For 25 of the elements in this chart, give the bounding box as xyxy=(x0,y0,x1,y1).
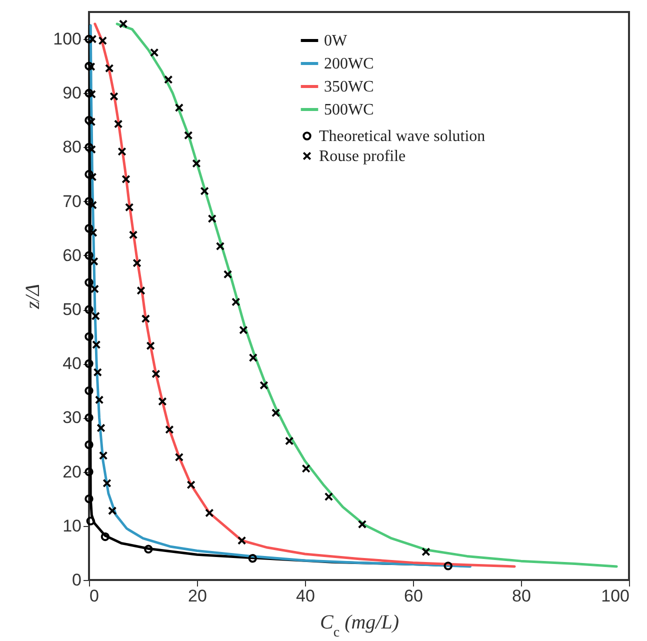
x-tick-label: 40 xyxy=(296,586,315,606)
legend-label: 0W xyxy=(324,32,348,50)
y-tick-label: 70 xyxy=(62,192,82,211)
y-tick-label: 80 xyxy=(62,138,82,157)
legend-label: Theoretical wave solution xyxy=(319,128,486,145)
y-tick-label: 90 xyxy=(62,84,82,103)
x-tick-label: 0 xyxy=(90,586,99,606)
y-tick-label: 20 xyxy=(62,462,82,482)
y-tick-label: 10 xyxy=(62,516,82,536)
legend-label: 200WC xyxy=(324,56,374,72)
legend-label: 500WC xyxy=(324,102,374,118)
y-tick-label: 60 xyxy=(62,246,82,265)
x-axis-title: C$_{c}$ (mg/L) xyxy=(320,612,400,640)
x-tick-label: 20 xyxy=(188,586,207,606)
y-tick-label: 40 xyxy=(62,354,82,374)
x-tick-label: 60 xyxy=(404,586,423,606)
legend-label: Rouse profile xyxy=(319,148,406,165)
legend-label: 350WC xyxy=(324,78,374,96)
y-tick-label: 100 xyxy=(53,30,82,49)
y-tick-label: 0 xyxy=(72,570,82,590)
y-tick-label: 50 xyxy=(62,300,82,320)
y-axis-title: z/Δ xyxy=(22,284,44,310)
x-tick-label: 100 xyxy=(601,586,630,606)
x-tick-label: 80 xyxy=(512,586,531,606)
y-tick-label: 30 xyxy=(62,408,82,428)
